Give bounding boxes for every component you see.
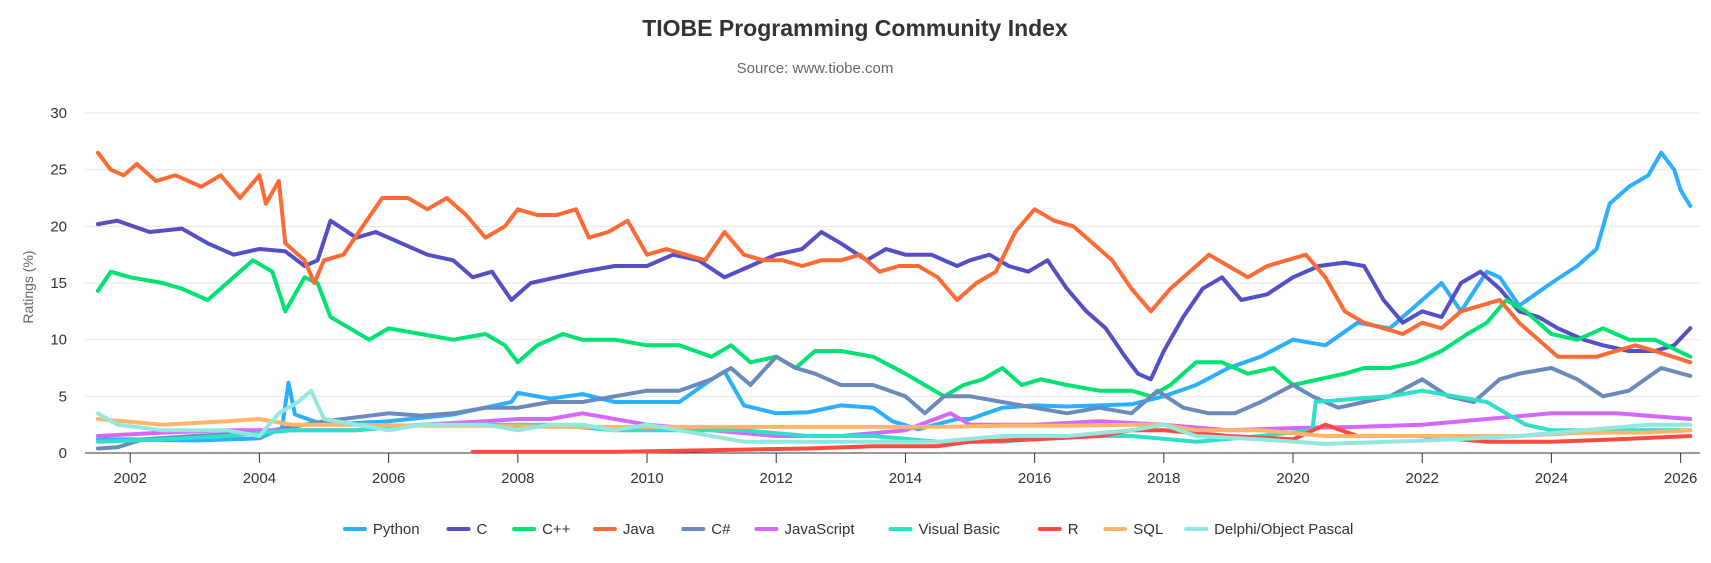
x-tick-label: 2002 [114,470,147,487]
x-tick-label: 2022 [1406,470,1439,487]
chart-title: TIOBE Programming Community Index [642,15,1068,41]
legend-item-java[interactable]: Java [592,521,655,538]
legend[interactable]: Python C C++ Java C# JavaScript Visual Basic R S… [342,521,1353,538]
legend-item-c[interactable]: C# [681,521,731,538]
legend-item-c[interactable]: C [446,521,488,538]
legend-item-delphi-object-pascal[interactable]: Delphi/Object Pascal [1184,521,1353,538]
y-tick-label: 25 [50,162,67,179]
legend-item-r[interactable]: R [1037,521,1079,538]
legend-item-python[interactable]: Python [342,521,420,538]
series-line-c[interactable] [95,218,1693,382]
legend-label: C [477,521,488,538]
x-tick-label: 2012 [760,470,793,487]
legend-item-c[interactable]: C++ [512,521,571,538]
y-tick-label: 10 [50,332,67,349]
x-tick-label: 2024 [1535,470,1568,487]
x-tick-label: 2016 [1018,470,1051,487]
x-tick-label: 2010 [630,470,663,487]
legend-label: Delphi/Object Pascal [1214,521,1353,538]
x-tick-label: 2008 [501,470,534,487]
gridlines [85,112,1700,397]
x-tick-label: 2004 [243,470,276,487]
legend-item-visual-basic[interactable]: Visual Basic [888,521,1001,538]
y-tick-label: 5 [59,388,67,405]
legend-label: Visual Basic [919,521,1001,538]
x-tick-label: 2014 [889,470,922,487]
y-tick-label: 0 [59,445,67,462]
x-tick-label: 2020 [1276,470,1309,487]
series-line-delphi-object-pascal[interactable] [95,388,1693,446]
legend-label: C++ [542,521,571,538]
chart-subtitle: Source: www.tiobe.com [737,60,894,77]
legend-label: R [1068,521,1079,538]
legend-item-sql[interactable]: SQL [1103,521,1163,538]
legend-label: Python [373,521,420,538]
y-tick-label: 20 [50,218,67,235]
legend-item-javascript[interactable]: JavaScript [754,521,856,538]
x-tick-label: 2026 [1664,470,1697,487]
legend-label: C# [711,521,731,538]
legend-label: JavaScript [785,521,856,538]
x-tick-label: 2006 [372,470,405,487]
series-line-java[interactable] [95,150,1693,365]
x-axis: 2002 2004 2006 2008 2010 2012 2014 2016 2018 2020… [85,452,1700,487]
series-line-c[interactable] [95,258,1693,399]
y-axis-label: Ratings (%) [20,250,36,323]
series-lines [95,150,1693,454]
x-tick-label: 2018 [1147,470,1180,487]
series-line-sql[interactable] [95,417,1693,438]
y-axis-ticks: 0 5 10 15 20 25 30 [50,105,67,462]
legend-label: SQL [1133,521,1163,538]
y-tick-label: 15 [50,275,67,292]
y-tick-label: 30 [50,105,67,122]
legend-label: Java [623,521,655,538]
